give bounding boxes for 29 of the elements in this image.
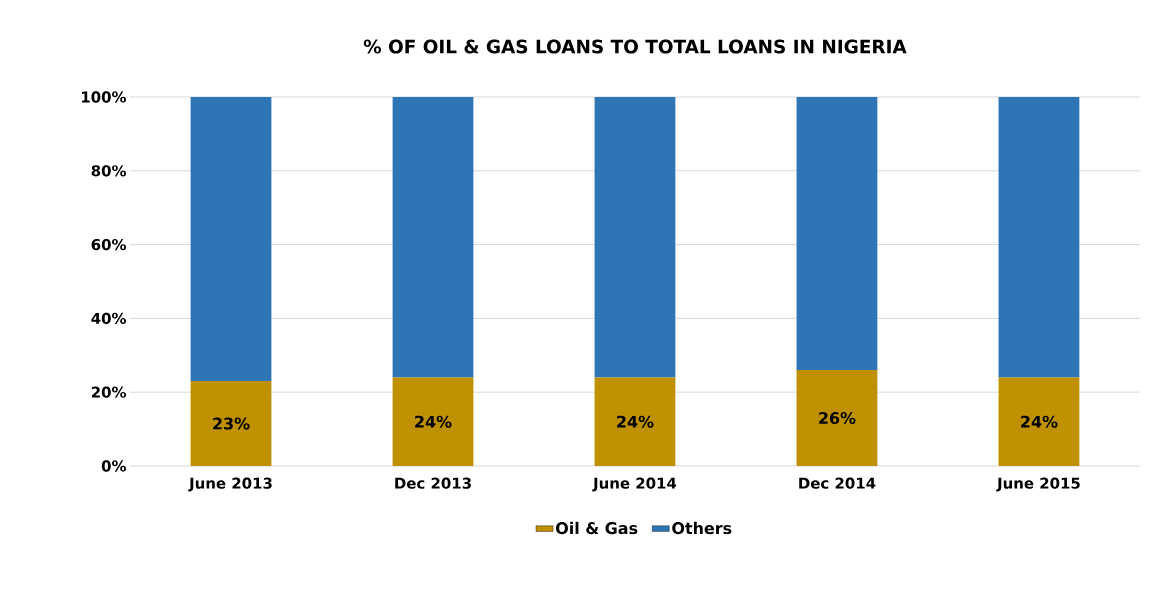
bar xyxy=(998,96,1080,378)
legend-label: Oil & Gas xyxy=(556,521,638,535)
bar xyxy=(190,381,272,466)
y-tick-label: 0% xyxy=(101,460,127,472)
y-tick-label: 100% xyxy=(82,91,127,103)
y-tick-label: 40% xyxy=(91,312,127,325)
x-tick-label: Dec 2014 xyxy=(799,477,876,489)
bar xyxy=(190,96,272,382)
bar xyxy=(796,96,878,371)
data-label: 24% xyxy=(415,415,452,428)
chart-title: % OF OIL & GAS LOANS TO TOTAL LOANS IN NIGERIA xyxy=(363,39,907,54)
y-tick-label: 60% xyxy=(91,238,127,251)
bar xyxy=(594,96,676,378)
bar xyxy=(392,377,474,466)
data-label: 24% xyxy=(617,415,654,428)
bar xyxy=(594,377,676,466)
x-tick-label: June 2014 xyxy=(592,477,677,492)
legend-label: Others xyxy=(672,521,732,535)
bar xyxy=(796,370,878,466)
y-tick-label: 80% xyxy=(91,165,127,177)
data-label: 24% xyxy=(1021,415,1058,428)
x-tick-label: June 2013 xyxy=(188,477,272,492)
bar xyxy=(392,96,474,378)
y-tick-label: 20% xyxy=(91,386,127,398)
data-label: 26% xyxy=(819,411,856,425)
bar xyxy=(998,377,1080,466)
data-label: 23% xyxy=(213,417,250,430)
x-tick-label: June 2015 xyxy=(996,477,1080,492)
x-tick-label: Dec 2013 xyxy=(395,477,471,489)
